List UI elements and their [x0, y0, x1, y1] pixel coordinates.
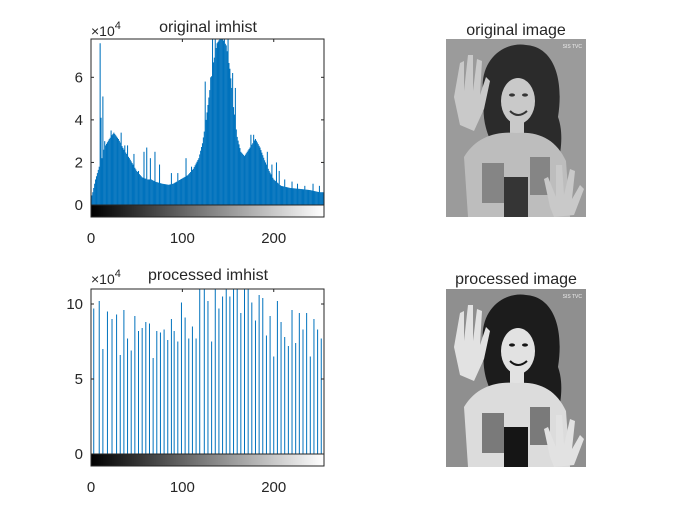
photo-watermark: SIS TVC — [563, 44, 583, 50]
processed-x-tick-label: 0 — [87, 479, 95, 496]
photo-right-hand — [544, 415, 584, 467]
processed-y-tick-label: 10 — [66, 296, 83, 313]
processed-x-tick-label: 200 — [261, 479, 286, 496]
photo-shirt-panel — [482, 163, 504, 203]
original-x-tick-label: 200 — [261, 230, 286, 247]
processed-x-tick-label: 100 — [170, 479, 195, 496]
processed-histogram-gray-colorbar — [90, 453, 325, 467]
photo-right-hand — [544, 165, 584, 217]
original-y-tick-label: 2 — [75, 154, 83, 171]
photo-shirt-panel — [530, 407, 550, 445]
original-histogram: original imhist ×104 0 2 4 6 0 100 200 — [75, 19, 325, 247]
photo-face — [501, 328, 535, 374]
original-histogram-title: original imhist — [159, 19, 257, 36]
processed-histogram-exponent: ×104 — [91, 268, 121, 287]
processed-histogram-y-ticks: 0 5 10 — [66, 296, 324, 463]
original-y-tick-label: 6 — [75, 69, 83, 86]
photo-watermark: SIS TVC — [563, 294, 583, 300]
photo-neck — [510, 371, 524, 385]
original-x-tick-label: 100 — [170, 230, 195, 247]
processed-histogram: processed imhist ×104 0 5 10 0 100 200 — [66, 267, 325, 496]
photo-shirt-panel — [530, 157, 550, 195]
photo-eye — [509, 343, 515, 347]
photo-neck — [510, 121, 524, 135]
photo-shirt-panel — [504, 177, 528, 217]
processed-y-tick-label: 5 — [75, 371, 83, 388]
photo-eye — [522, 343, 528, 347]
original-histogram-gray-colorbar — [90, 204, 325, 218]
original-histogram-x-ticks: 0 100 200 — [87, 39, 286, 247]
processed-y-tick-label: 0 — [75, 446, 83, 463]
original-y-tick-label: 0 — [75, 197, 83, 214]
original-y-tick-label: 4 — [75, 112, 83, 129]
photo-smile — [509, 110, 528, 116]
original-image-panel: original image SIS TVC — [446, 22, 586, 217]
processed-image-title: processed image — [455, 271, 577, 288]
photo-left-hand — [454, 55, 490, 131]
photo-shirt-panel — [482, 413, 504, 453]
original-image: SIS TVC — [446, 39, 586, 217]
processed-image-panel: processed image SIS TVC — [446, 271, 586, 467]
original-image-title: original image — [466, 22, 566, 39]
original-histogram-exponent: ×104 — [91, 20, 121, 39]
original-histogram-y-ticks: 0 2 4 6 — [75, 69, 324, 214]
processed-image: SIS TVC — [446, 289, 586, 467]
original-histogram-bars — [90, 39, 325, 205]
processed-histogram-bars — [93, 289, 322, 454]
photo-left-hand — [454, 305, 490, 381]
photo-face — [501, 78, 535, 124]
photo-eye — [522, 93, 528, 97]
processed-histogram-title: processed imhist — [148, 267, 269, 284]
photo-eye — [509, 93, 515, 97]
photo-smile — [509, 360, 528, 366]
processed-histogram-x-ticks: 0 100 200 — [87, 289, 286, 496]
original-x-tick-label: 0 — [87, 230, 95, 247]
photo-shirt-panel — [504, 427, 528, 467]
